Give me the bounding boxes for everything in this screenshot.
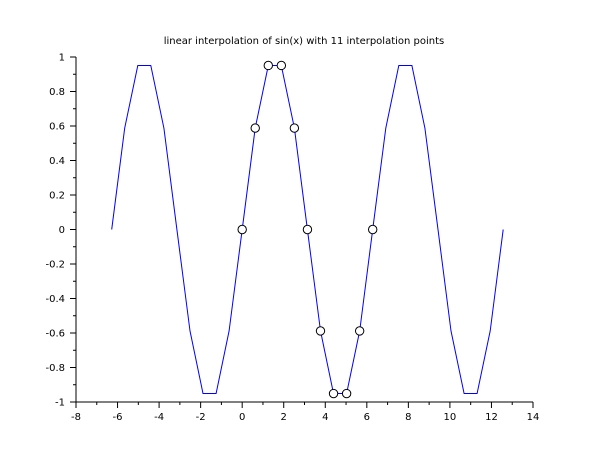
y-tick-label: -0.2 [45,260,65,271]
y-tick-label: 0.2 [49,191,65,202]
data-point [302,224,313,235]
x-tick-label: 14 [527,412,540,423]
x-tick-label: 8 [405,412,411,423]
y-tick-label: -1 [55,398,65,409]
data-point [289,123,300,133]
data-point [315,326,326,336]
x-tick-label: 6 [364,412,370,423]
data-point [250,123,260,133]
x-tick-label: 10 [444,412,457,423]
x-tick-label: 2 [281,412,287,423]
series-layer [111,60,504,399]
y-tick-label: -0.8 [45,363,65,374]
data-point [328,388,339,399]
chart-title: linear interpolation of sin(x) with 11 i… [164,36,445,47]
data-point [263,60,273,71]
x-tick-label: 4 [322,412,328,423]
data-point [341,388,352,399]
y-tick-label: 0.6 [49,122,65,133]
y-tick-label: -0.6 [45,329,65,340]
x-tick-label: -4 [154,412,164,423]
y-tick-label: 1 [59,53,65,64]
x-tick-label: -8 [71,412,81,423]
y-tick-label: 0 [59,225,65,236]
x-tick-label: 0 [239,412,245,423]
data-point [354,326,365,336]
x-tick-label: -6 [113,412,123,423]
y-tick-label: 0.8 [49,87,65,98]
x-tick-label: -2 [196,412,206,423]
axes: -8 -6 -4 -2 0 2 4 6 8 10 12 14 1 0.8 0.6 0.4 0.2 0 -0.2 -0.… [45,53,539,424]
x-tick-label: 12 [485,412,498,423]
data-point [237,224,247,235]
data-point [367,224,378,235]
data-point [276,60,287,71]
y-tick-label: 0.4 [49,156,65,167]
y-tick-label: -0.4 [45,294,65,305]
